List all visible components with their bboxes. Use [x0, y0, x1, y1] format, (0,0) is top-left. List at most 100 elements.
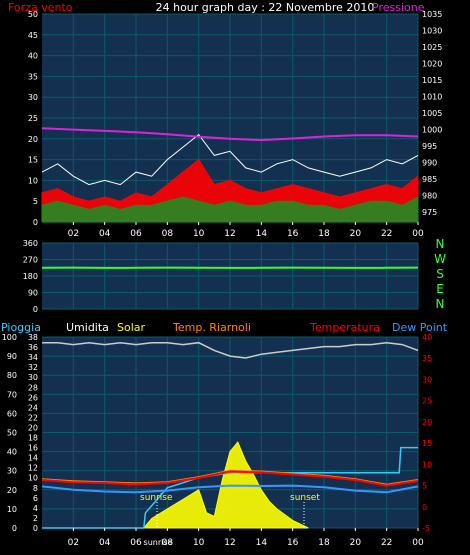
- humidity-tick-label: 22: [28, 413, 38, 422]
- wind-tick-label: 30: [28, 93, 38, 102]
- humidity-tick-label: 26: [28, 393, 38, 402]
- legend-temperature: Temperatura: [309, 321, 380, 334]
- pressure-tick-label: 1000: [422, 126, 442, 135]
- pressure-axis-ticks: 975 980 985 990 995 1000 1005 1010 1015 1020 1025 1…: [422, 10, 442, 217]
- wind-tick-label: 15: [28, 156, 38, 165]
- direction-tick-label: 360: [23, 239, 38, 248]
- x-tick-label: 10: [193, 229, 205, 239]
- x-tick-label: 18: [318, 229, 330, 239]
- humidity-tick-label: 30: [28, 373, 38, 382]
- x-tick-label: 08: [162, 538, 174, 548]
- legend-dew-point: Dew Point: [392, 321, 448, 334]
- x-tick-label: 00: [412, 538, 424, 548]
- humidity-tick-label: 34: [28, 353, 38, 362]
- rain-axis-ticks: 0 10 20 30 40 50 60 70 80 90 100: [2, 333, 17, 533]
- humidity-tick-label: 32: [28, 363, 38, 372]
- wind-tick-label: 10: [28, 176, 38, 185]
- rain-tick-label: 90: [7, 352, 17, 361]
- wind-tick-label: 45: [28, 31, 38, 40]
- direction-tick-label: 0: [33, 305, 38, 314]
- temperature-tick-label: 20: [422, 418, 432, 427]
- temperature-tick-label: 25: [422, 397, 432, 406]
- direction-tick-label: 180: [23, 272, 38, 281]
- wind-tick-label: 40: [28, 52, 38, 61]
- legend-humidity: Umidita: [66, 321, 109, 334]
- temperature-tick-label: 15: [422, 439, 432, 448]
- wind-direction-axis-ticks: 0 90 180 270 360: [23, 239, 38, 314]
- humidity-tick-label: 14: [28, 454, 38, 463]
- series-temperatura: [41, 470, 419, 487]
- wind-tick-label: 5: [33, 197, 38, 206]
- temp-humidity-series: [41, 341, 419, 529]
- compass-e: E: [436, 282, 444, 296]
- humidity-tick-label: 28: [28, 383, 38, 392]
- temperature-tick-label: 10: [422, 460, 432, 469]
- humidity-tick-label: 20: [28, 423, 38, 432]
- x-tick-label: 18: [318, 538, 330, 548]
- compass-w: W: [434, 252, 446, 266]
- temperature-tick-label: -5: [422, 524, 430, 533]
- humidity-tick-label: 18: [28, 434, 38, 443]
- series-dew-point: [41, 484, 419, 494]
- wind-pressure-series: [41, 127, 419, 223]
- pressure-axis-title: Pressione: [372, 1, 425, 14]
- pressure-tick-label: 990: [422, 159, 437, 168]
- chart-title: 24 hour graph day : 22 Novembre 2010: [156, 1, 375, 14]
- humidity-tick-label: 2: [33, 514, 38, 523]
- x-tick-label: 22: [381, 538, 392, 548]
- wind-tick-label: 20: [28, 135, 38, 144]
- rain-tick-label: 60: [7, 409, 17, 418]
- x-tick-label: 20: [350, 538, 362, 548]
- series-umidita: [42, 341, 419, 359]
- pressure-tick-label: 975: [422, 208, 437, 217]
- pressure-tick-label: 1025: [422, 43, 442, 52]
- direction-tick-label: 90: [28, 289, 38, 298]
- pressure-tick-label: 1010: [422, 93, 442, 102]
- humidity-tick-label: 38: [28, 333, 38, 342]
- rain-tick-label: 20: [7, 486, 17, 495]
- pressure-tick-label: 995: [422, 142, 437, 151]
- wind-direction-grid: [42, 242, 419, 310]
- pressure-tick-label: 1005: [422, 109, 442, 118]
- x-tick-label: 04: [99, 229, 111, 239]
- wind-tick-label: 50: [28, 10, 38, 19]
- humidity-tick-label: 16: [28, 444, 38, 453]
- temperature-tick-label: 30: [422, 375, 432, 384]
- rain-tick-label: 80: [7, 371, 17, 380]
- x-tick-label: 10: [193, 538, 205, 548]
- x-tick-label: 20: [350, 229, 362, 239]
- rain-tick-label: 10: [7, 505, 17, 514]
- wind-tick-label: 35: [28, 72, 38, 81]
- x-tick-label: 02: [68, 538, 79, 548]
- pressure-tick-label: 980: [422, 192, 437, 201]
- x-tick-label: 14: [256, 538, 268, 548]
- rain-tick-label: 70: [7, 390, 17, 399]
- rain-tick-label: 30: [7, 467, 17, 476]
- humidity-tick-label: 12: [28, 464, 38, 473]
- wind-axis-ticks: 0 5 10 15 20 25 30 35 40 45 50: [28, 10, 38, 227]
- x-tick-label: 12: [224, 229, 235, 239]
- temperature-tick-label: 40: [422, 333, 432, 342]
- pressure-tick-label: 1020: [422, 60, 442, 69]
- x-tick-label: 22: [381, 229, 392, 239]
- x-tick-label: 16: [287, 229, 299, 239]
- legend-rain: Pioggia: [1, 321, 41, 334]
- sun-annotations: sunrise sunset: [140, 493, 320, 527]
- humidity-tick-label: 6: [33, 494, 38, 503]
- humidity-tick-label: 0: [33, 524, 38, 533]
- wind-tick-label: 0: [33, 218, 38, 227]
- compass-n: N: [436, 297, 445, 311]
- x-tick-annotation: sunrise: [144, 538, 173, 547]
- wind-time-axis: 02 04 06 08 10 12 14 16 18 20 22 00: [68, 222, 424, 239]
- legend-solar: Solar: [117, 321, 146, 334]
- pressure-tick-label: 1030: [422, 27, 442, 36]
- humidity-tick-label: 24: [28, 403, 38, 412]
- rain-tick-label: 100: [2, 333, 17, 342]
- humidity-tick-label: 8: [33, 484, 38, 493]
- temperature-tick-label: 35: [422, 354, 432, 363]
- x-tick-label: 08: [162, 229, 174, 239]
